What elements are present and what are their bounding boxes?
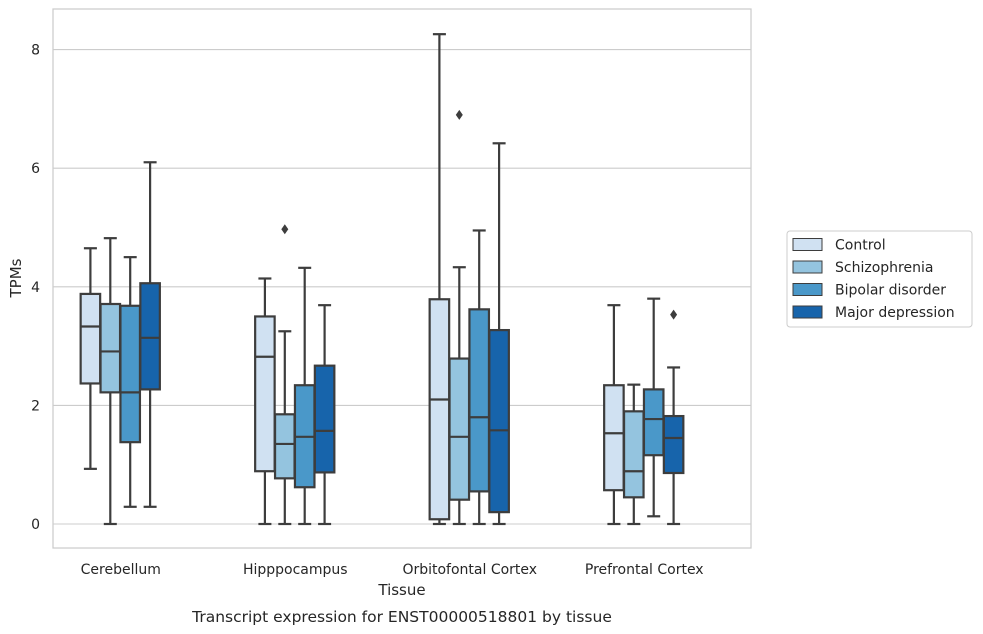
y-tick-label: 0 xyxy=(31,517,40,533)
legend-label: Control xyxy=(835,238,886,254)
box-body xyxy=(313,364,336,474)
x-tick-label: Cerebellum xyxy=(81,562,161,578)
box-body xyxy=(468,308,491,493)
box-2 xyxy=(448,109,471,526)
box-0 xyxy=(139,161,161,508)
x-tick-labels: Cerebellum Hipppocampus Orbitofontal Corte… xyxy=(81,562,704,578)
box-1 xyxy=(313,304,336,526)
y-tick-label: 6 xyxy=(31,161,40,177)
legend-swatch xyxy=(792,283,823,296)
x-tick-label: Prefrontal Cortex xyxy=(585,562,704,578)
box-1 xyxy=(254,277,276,526)
box-2 xyxy=(488,142,510,526)
box-body xyxy=(448,357,471,501)
box-3 xyxy=(662,309,685,526)
box-body xyxy=(254,315,276,473)
legend-label: Schizophrenia xyxy=(835,260,933,276)
box-1 xyxy=(273,224,296,526)
box-body xyxy=(622,410,645,499)
box-body xyxy=(428,298,451,521)
box-body xyxy=(79,292,102,385)
series-schizophrenia xyxy=(99,109,645,526)
box-1 xyxy=(293,266,316,526)
series-bipolar-disorder xyxy=(119,229,665,526)
box-body xyxy=(642,388,665,457)
box-3 xyxy=(642,297,665,518)
outlier-point xyxy=(281,224,289,235)
x-tick-label: Orbitofontal Cortex xyxy=(402,562,537,578)
y-tick-labels: 0 2 4 6 8 xyxy=(31,43,40,533)
box-body xyxy=(139,282,161,391)
legend-swatch xyxy=(792,238,823,251)
y-tick-label: 4 xyxy=(31,280,40,296)
legend-frame xyxy=(786,230,973,328)
legend-label: Major depression xyxy=(835,305,955,321)
box-2 xyxy=(428,33,451,526)
legend-swatch xyxy=(792,260,823,274)
x-axis-label: Tissue xyxy=(377,581,425,599)
box-body xyxy=(488,328,510,514)
legend-swatch xyxy=(792,305,823,319)
x-tick-label: Hipppocampus xyxy=(243,562,348,578)
legend-items: Control Schizophrenia Bipolar disorder Majo… xyxy=(792,238,955,321)
box-plot-series xyxy=(79,33,685,526)
chart-caption: Transcript expression for ENST0000051880… xyxy=(191,608,612,626)
box-body xyxy=(273,413,296,480)
series-major-depression xyxy=(139,142,685,526)
legend-label: Bipolar disorder xyxy=(835,283,946,299)
legend: Control Schizophrenia Bipolar disorder Majo… xyxy=(786,230,973,328)
box-0 xyxy=(99,237,122,526)
box-0 xyxy=(119,256,142,508)
outlier-point xyxy=(670,309,678,320)
box-3 xyxy=(603,304,625,526)
y-tick-label: 2 xyxy=(31,398,40,414)
box-body xyxy=(662,414,685,475)
outlier-point xyxy=(455,109,463,120)
box-body xyxy=(119,304,142,444)
plot-area xyxy=(52,8,752,549)
box-body xyxy=(603,384,625,492)
y-axis-label: TPMs xyxy=(7,258,25,298)
box-body xyxy=(99,302,122,394)
box-3 xyxy=(622,383,645,526)
y-tick-label: 8 xyxy=(31,43,40,59)
